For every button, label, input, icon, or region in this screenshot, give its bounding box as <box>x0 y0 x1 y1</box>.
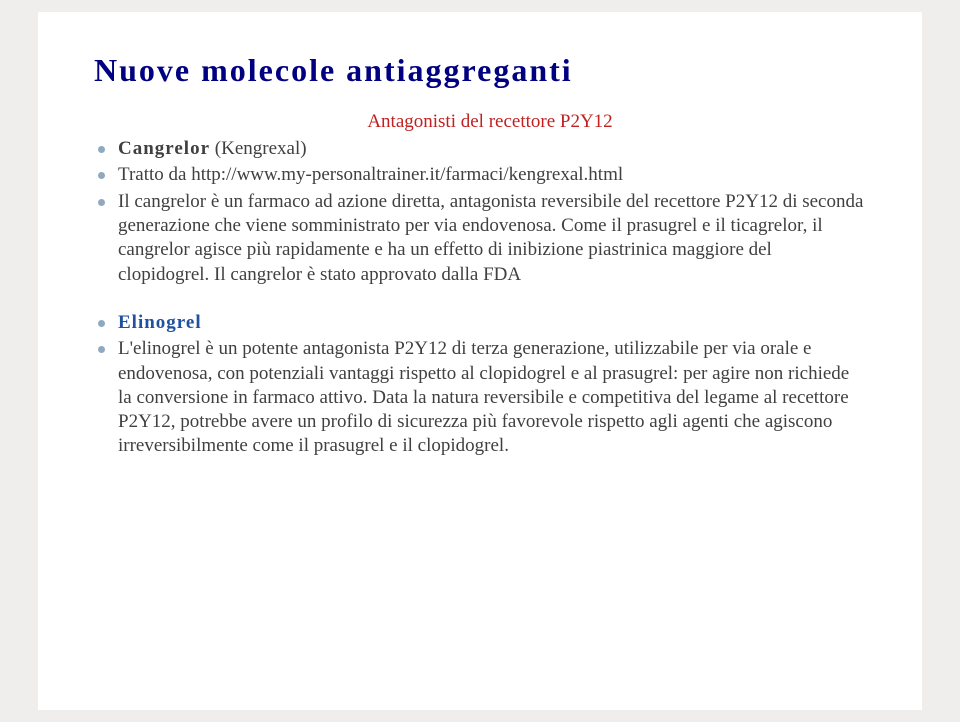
list-item: Il cangrelor è un farmaco ad azione dire… <box>94 190 866 287</box>
subtitle: Antagonisti del recettore P2Y12 <box>114 111 866 133</box>
slide: Nuove molecole antiaggreganti Antagonist… <box>38 12 922 710</box>
list-item: L'elinogrel è un potente antagonista P2Y… <box>94 337 866 459</box>
bullet-list-2: ElinogrelL'elinogrel è un potente antago… <box>94 311 866 459</box>
page-title: Nuove molecole antiaggreganti <box>94 52 866 89</box>
list-item: Tratto da http://www.my-personaltrainer.… <box>94 163 866 187</box>
list-item: Cangrelor (Kengrexal) <box>94 137 866 161</box>
list-item: Elinogrel <box>94 311 866 335</box>
bullet-list-1: Cangrelor (Kengrexal)Tratto da http://ww… <box>94 137 866 287</box>
